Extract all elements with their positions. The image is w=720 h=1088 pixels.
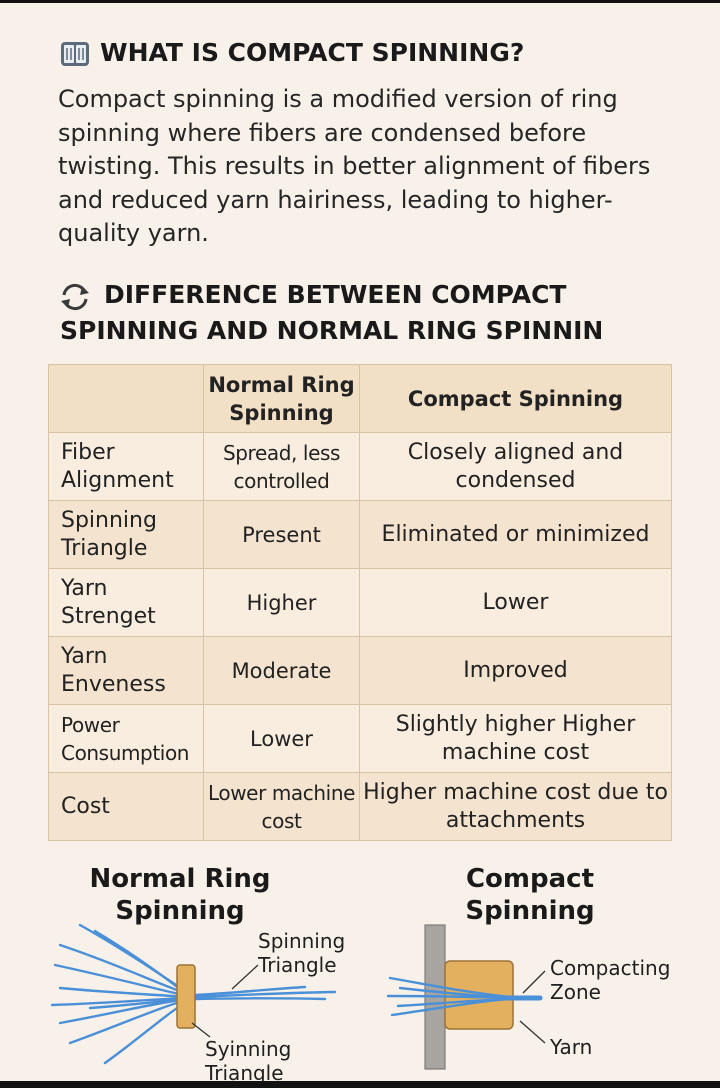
section-title-difference: DIFFERENCE BETWEEN COMPACT SPINNING AND … bbox=[60, 277, 680, 349]
header-cell-normal-ring: Normal Ring Spinning bbox=[203, 364, 360, 433]
comparison-table: Normal Ring Spinning Compact Spinning Fi… bbox=[48, 364, 672, 841]
spinning-diagrams bbox=[50, 923, 546, 1070]
spinning-triangle-pointer-top bbox=[231, 964, 259, 990]
compact-diagram-title: Compact Spinning bbox=[465, 864, 595, 926]
normal-ring-diagram-title: Normal Ring Spinning bbox=[89, 864, 271, 926]
spinning-triangle-pointer-bottom bbox=[191, 1022, 211, 1038]
compact-cell: Eliminated or minimized bbox=[359, 500, 672, 569]
header-cell-empty bbox=[48, 364, 204, 433]
normal-ring-cell: Present bbox=[203, 500, 360, 569]
normal-ring-cell: Moderate bbox=[203, 636, 360, 705]
row-label: Power Consumption bbox=[48, 704, 204, 773]
sync-icon bbox=[61, 283, 89, 311]
front-roller bbox=[176, 964, 196, 1029]
table-header-row: Normal Ring Spinning Compact Spinning bbox=[48, 364, 672, 433]
yarn-label: Yarn bbox=[550, 1035, 593, 1059]
compact-fibers bbox=[386, 976, 512, 1017]
section-title-what-is: WHAT IS COMPACT SPINNING? bbox=[100, 38, 525, 67]
table-row: Cost Lower machine cost Higher machine c… bbox=[48, 772, 672, 841]
intro-paragraph: Compact spinning is a modified version o… bbox=[58, 85, 651, 247]
normal-ring-cell: Lower machine cost bbox=[203, 772, 360, 841]
table-row: Power Consumption Lower Slightly higher … bbox=[48, 704, 672, 773]
table-row: Spinning Triangle Present Eliminated or … bbox=[48, 500, 672, 569]
infographic-page: WHAT IS COMPACT SPINNING? Compact spinni… bbox=[0, 3, 720, 1081]
compact-cell: Lower bbox=[359, 568, 672, 637]
row-label: Yarn Strenget bbox=[48, 568, 204, 637]
spinning-triangle-label-top: Spinning Triangle bbox=[258, 929, 346, 977]
normal-ring-cell: Lower bbox=[203, 704, 360, 773]
book-icon bbox=[61, 42, 89, 66]
normal-ring-cell: Higher bbox=[203, 568, 360, 637]
compacting-zone-pointer bbox=[522, 970, 546, 994]
table-row: Yarn Enveness Moderate Improved bbox=[48, 636, 672, 705]
header-cell-compact: Compact Spinning bbox=[359, 364, 672, 433]
compact-cell: Higher machine cost due to attachments bbox=[359, 772, 672, 841]
difference-title-line-1: DIFFERENCE BETWEEN COMPACT bbox=[104, 280, 567, 309]
yarn-pointer bbox=[519, 1020, 546, 1044]
table-row: Fiber Alignment Spread, less controlled … bbox=[48, 432, 672, 501]
compact-cell: Closely aligned and condensed bbox=[359, 432, 672, 501]
spinning-triangle-label-bottom: Syinning Triangle bbox=[205, 1037, 292, 1081]
compact-cell: Slightly higher Higher machine cost bbox=[359, 704, 672, 773]
table-row: Yarn Strenget Higher Lower bbox=[48, 568, 672, 637]
compacting-zone-label: Compacting Zone bbox=[550, 956, 671, 1004]
row-label: Spinning Triangle bbox=[48, 500, 204, 569]
row-label: Fiber Alignment bbox=[48, 432, 204, 501]
normal-ring-cell: Spread, less controlled bbox=[203, 432, 360, 501]
difference-title-line-2: SPINNING AND NORMAL RING SPINNIN bbox=[60, 316, 604, 345]
compact-cell: Improved bbox=[359, 636, 672, 705]
row-label: Yarn Enveness bbox=[48, 636, 204, 705]
